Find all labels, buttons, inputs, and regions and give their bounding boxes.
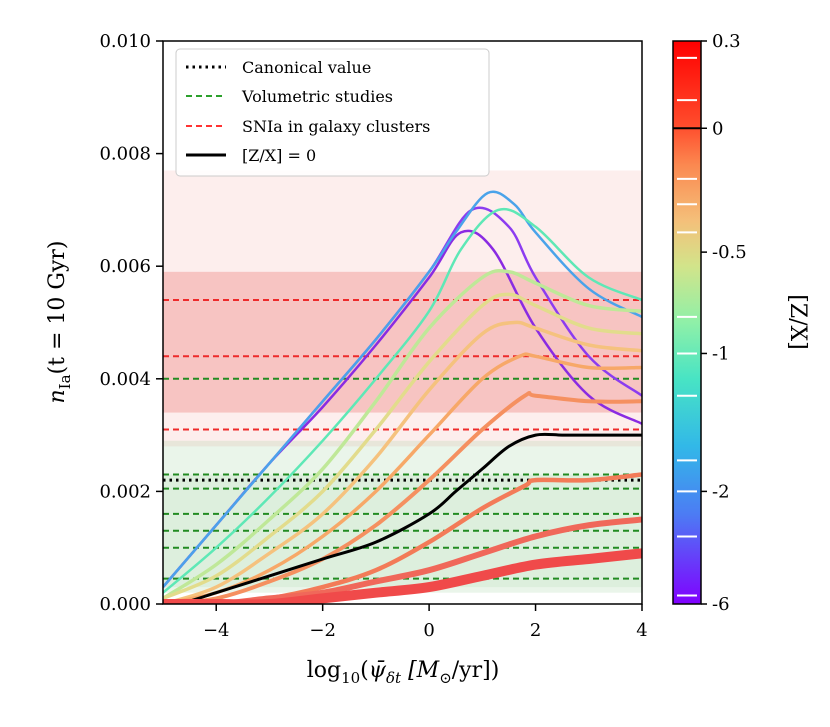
colorbar (673, 41, 701, 604)
band-clusters-1 (163, 170, 642, 447)
colorbar-tick-label-5: -6 (712, 594, 730, 615)
x-axis-label-psi: ψ̄ (369, 658, 387, 683)
x-axis-label-unit: [M (401, 658, 440, 683)
x-tick-label-1: −2 (309, 620, 336, 641)
y-axis-label-subscript: Ia (56, 374, 74, 389)
y-axis-label-n: n (45, 389, 70, 403)
x-axis-label-open: ( (360, 658, 369, 683)
colorbar-tick-label-2: -0.5 (712, 242, 747, 263)
series-line-7 (163, 352, 642, 604)
y-axis-ticks: 0.000 0.002 0.004 0.006 0.008 0.010 (99, 31, 163, 615)
colorbar-tick-label-0: 0.3 (712, 31, 741, 52)
series-line-8 (163, 391, 642, 604)
legend-label-canonical: Canonical value (242, 58, 371, 77)
colorbar-tick-label-3: -1 (712, 343, 730, 364)
x-axis-label-log: log (307, 658, 341, 683)
y-tick-label-3: 0.006 (99, 256, 151, 277)
series-line-6 (163, 320, 642, 604)
colorbar-label: [Z/X] (785, 294, 810, 350)
legend-label-clusters: SNIa in galaxy clusters (242, 117, 430, 136)
x-axis-label-psi-sub: δt (386, 669, 402, 687)
plot-frame (162, 40, 643, 605)
series-line-3 (163, 207, 642, 594)
x-axis-ticks: −4 −2 0 2 4 (203, 604, 648, 641)
y-tick-label-4: 0.008 (99, 144, 151, 165)
x-axis-label-base: 10 (341, 669, 360, 687)
colorbar-tick-label-4: -2 (712, 481, 730, 502)
series-line-12 (163, 548, 642, 604)
x-tick-label-4: 4 (636, 620, 647, 641)
x-axis-label-sun: ⊙ (439, 669, 452, 687)
x-axis-label: log10(ψ̄δt [M⊙/yr]) (307, 658, 500, 687)
y-tick-label-5: 0.010 (99, 31, 151, 52)
y-axis-label-rest: (t = 10 Gyr) (45, 241, 70, 375)
y-tick-label-1: 0.002 (99, 481, 151, 502)
x-tick-label-2: 0 (423, 620, 434, 641)
y-axis-label: nIa(t = 10 Gyr) (45, 241, 74, 404)
colorbar-tick-label-1: 0 (712, 118, 723, 139)
y-tick-label-0: 0.000 (99, 594, 151, 615)
legend-label-volumetric: Volumetric studies (241, 87, 393, 106)
legend: Canonical value Volumetric studies SNIa … (175, 48, 490, 177)
reference-lines (163, 298, 642, 580)
x-tick-label-3: 2 (530, 620, 541, 641)
series-line-5 (163, 292, 642, 601)
series-line-2 (163, 190, 642, 588)
model-curves (163, 190, 642, 604)
colorbar-ticks: 0.3 0 -0.5 -1 -2 -6 (701, 31, 747, 615)
colorbar-frame (672, 40, 702, 605)
colorbar-marks (673, 56, 701, 597)
x-axis-label-tail: /yr]) (452, 658, 500, 683)
series-line-9 (163, 432, 642, 604)
x-tick-label-0: −4 (203, 620, 230, 641)
legend-box (175, 48, 490, 177)
series-line-4 (163, 268, 642, 600)
y-tick-label-2: 0.004 (99, 369, 151, 390)
legend-label-solar: [Z/X] = 0 (242, 146, 316, 165)
